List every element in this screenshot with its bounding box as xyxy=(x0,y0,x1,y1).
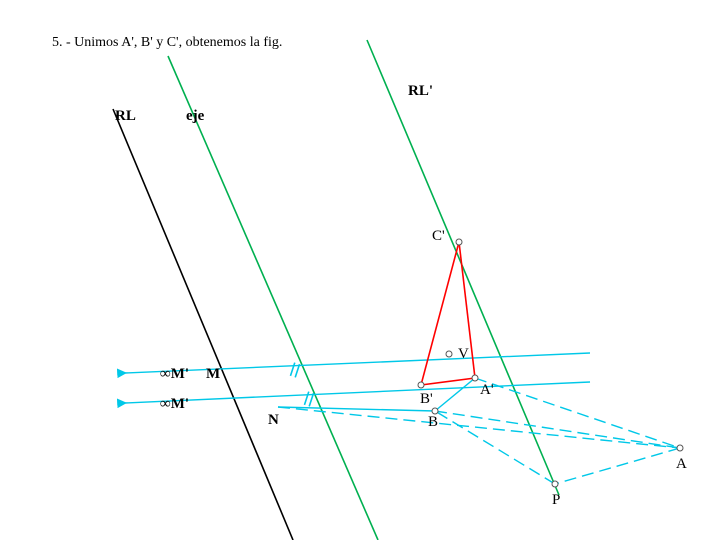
label-V: V xyxy=(458,346,469,362)
label-N: N xyxy=(268,412,279,428)
label-RL: RL xyxy=(115,108,136,124)
line-bot_cyan_arrow xyxy=(125,382,590,403)
line-rl_black xyxy=(113,109,293,540)
tickmark-0-0 xyxy=(290,363,294,376)
line-top_cyan_arrow xyxy=(125,353,590,373)
label-infM2: ∞M' xyxy=(160,396,189,412)
line-rlp_green xyxy=(367,40,559,495)
point-P xyxy=(552,481,558,487)
label-eje: eje xyxy=(186,108,205,124)
label-A: A xyxy=(676,456,687,472)
label-RLp: RL' xyxy=(408,83,433,99)
label-Bp: B' xyxy=(420,391,433,407)
label-B: B xyxy=(428,414,438,430)
label-P: P xyxy=(552,492,560,508)
tickmark-1-0 xyxy=(304,392,308,405)
label-Ap: A' xyxy=(480,382,494,398)
point-Aprime xyxy=(472,375,478,381)
line-red_c_b xyxy=(421,242,459,385)
point-layer xyxy=(418,239,683,487)
label-M: M xyxy=(206,366,220,382)
point-C xyxy=(456,239,462,245)
geometry-diagram: RL RL' eje C' V A' B' B A P M N ∞M' ∞M' xyxy=(0,0,720,540)
label-C: C' xyxy=(432,228,445,244)
label-layer: RL RL' eje C' V A' B' B A P M N ∞M' ∞M' xyxy=(115,83,687,508)
point-V xyxy=(446,351,452,357)
point-A xyxy=(677,445,683,451)
label-infM1: ∞M' xyxy=(160,366,189,382)
line-cyan_ap_to_a xyxy=(475,378,680,448)
point-Bprime xyxy=(418,382,424,388)
line-cyan_b_a xyxy=(435,411,680,448)
line-eje_green xyxy=(168,56,378,540)
line-cyan_p_to_b xyxy=(435,411,555,484)
line-cyan_a_to_p xyxy=(555,448,680,484)
